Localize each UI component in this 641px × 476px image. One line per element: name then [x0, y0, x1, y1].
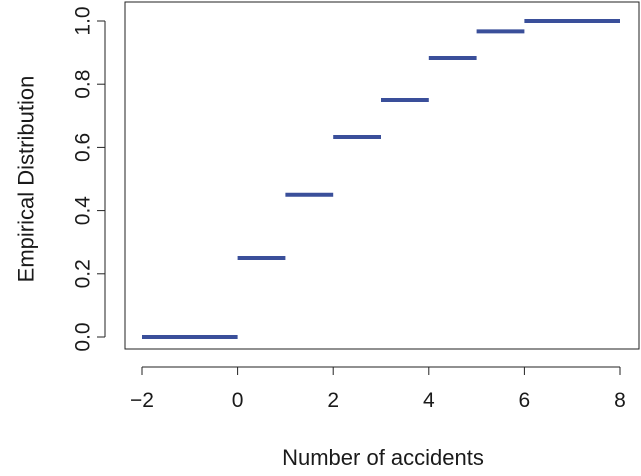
- step-segments: [142, 19, 620, 339]
- y-tick-label-5: 1.0: [72, 6, 95, 35]
- y-tick-label-4: 0.8: [72, 70, 95, 99]
- x-axis-title: Number of accidents: [282, 445, 484, 470]
- x-tick-label-1: 0: [232, 389, 244, 412]
- x-tick-label-5: 8: [614, 389, 626, 412]
- x-axis: −2 0 2 4 6 8: [130, 366, 626, 412]
- x-tick-label-2: 2: [327, 389, 339, 412]
- plot-frame: [124, 1, 640, 350]
- y-axis-title: Empirical Distribution: [14, 76, 39, 283]
- x-tick-label-3: 4: [423, 389, 435, 412]
- y-axis: 0.0 0.2 0.4 0.6 0.8 1.0: [72, 6, 106, 352]
- y-tick-label-2: 0.4: [72, 196, 95, 226]
- x-tick-label-0: −2: [130, 389, 154, 412]
- x-tick-label-4: 6: [519, 389, 531, 412]
- y-tick-label-3: 0.6: [72, 133, 95, 162]
- y-tick-label-1: 0.2: [72, 259, 95, 288]
- y-tick-label-0: 0.0: [72, 322, 95, 351]
